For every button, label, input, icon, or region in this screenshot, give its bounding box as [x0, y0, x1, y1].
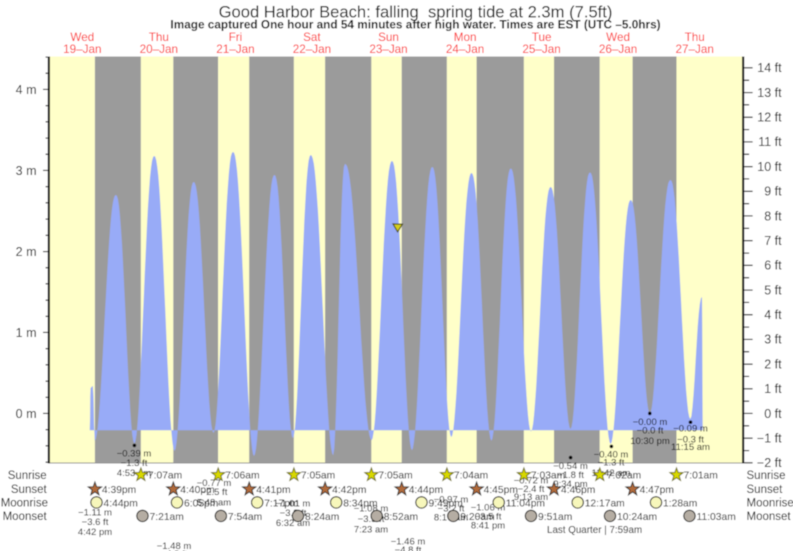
svg-text:27–Jan: 27–Jan	[676, 43, 714, 56]
svg-text:24–Jan: 24–Jan	[446, 43, 484, 56]
svg-text:12:17am: 12:17am	[585, 498, 625, 509]
svg-text:Moonrise: Moonrise	[747, 497, 793, 509]
svg-text:Moonrise: Moonrise	[1, 497, 48, 509]
svg-text:6 ft: 6 ft	[764, 259, 782, 273]
svg-text:4:39pm: 4:39pm	[102, 485, 136, 496]
svg-text:1 ft: 1 ft	[764, 382, 782, 396]
svg-text:7:02am: 7:02am	[607, 471, 641, 482]
svg-text:8:52am: 8:52am	[384, 512, 418, 523]
svg-text:7:06am: 7:06am	[225, 471, 259, 482]
svg-text:4:40pm: 4:40pm	[180, 485, 214, 496]
svg-text:25–Jan: 25–Jan	[522, 43, 560, 56]
svg-text:1:28am: 1:28am	[663, 498, 697, 509]
svg-text:9:51am: 9:51am	[538, 512, 572, 523]
svg-text:7:07am: 7:07am	[148, 471, 182, 482]
svg-text:14 ft: 14 ft	[757, 61, 782, 75]
svg-text:Sunset: Sunset	[11, 484, 48, 496]
svg-text:4:45pm: 4:45pm	[484, 485, 518, 496]
svg-text:7:01am: 7:01am	[684, 471, 718, 482]
svg-text:Sun: Sun	[378, 31, 399, 44]
svg-text:Moonset: Moonset	[3, 511, 48, 523]
svg-text:10:24am: 10:24am	[617, 512, 657, 523]
svg-text:8:24am: 8:24am	[305, 512, 339, 523]
svg-text:10:30 pm: 10:30 pm	[630, 436, 670, 447]
svg-text:7 ft: 7 ft	[764, 234, 782, 248]
svg-text:Mon: Mon	[454, 31, 477, 44]
svg-text:19–Jan: 19–Jan	[63, 43, 101, 56]
svg-text:21–Jan: 21–Jan	[216, 43, 254, 56]
svg-text:Sunset: Sunset	[747, 484, 784, 496]
svg-text:6:05pm: 6:05pm	[184, 498, 218, 509]
svg-text:Sunrise: Sunrise	[8, 470, 47, 482]
svg-text:20–Jan: 20–Jan	[140, 43, 178, 56]
svg-text:4 m: 4 m	[16, 83, 37, 97]
svg-text:Last Quarter | 7:59am: Last Quarter | 7:59am	[547, 525, 642, 536]
svg-text:Thu: Thu	[685, 31, 705, 44]
svg-text:3 m: 3 m	[16, 164, 37, 178]
svg-text:0 ft: 0 ft	[764, 407, 782, 421]
svg-text:9:20am: 9:20am	[460, 512, 494, 523]
svg-text:8:34pm: 8:34pm	[343, 498, 377, 509]
svg-text:9:49pm: 9:49pm	[429, 498, 463, 509]
svg-text:8 ft: 8 ft	[764, 209, 782, 223]
svg-text:−0.09 m: −0.09 m	[673, 424, 708, 435]
svg-text:−0.0 ft: −0.0 ft	[637, 425, 664, 436]
svg-text:11:15 am: 11:15 am	[671, 442, 710, 453]
svg-text:11:03am: 11:03am	[697, 512, 736, 523]
svg-text:4:42pm: 4:42pm	[332, 485, 366, 496]
svg-text:7:17pm: 7:17pm	[264, 498, 298, 509]
svg-text:1 m: 1 m	[16, 326, 37, 340]
svg-text:−2 ft: −2 ft	[757, 456, 782, 470]
svg-text:7:21am: 7:21am	[150, 512, 184, 523]
svg-text:12 ft: 12 ft	[757, 111, 782, 125]
svg-text:11 ft: 11 ft	[758, 135, 782, 149]
svg-text:23–Jan: 23–Jan	[369, 43, 407, 56]
svg-text:7:05am: 7:05am	[378, 471, 412, 482]
svg-text:4:44pm: 4:44pm	[409, 485, 443, 496]
svg-text:9 ft: 9 ft	[764, 185, 782, 199]
svg-text:26–Jan: 26–Jan	[599, 43, 637, 56]
svg-text:−4.8 ft: −4.8 ft	[395, 545, 422, 551]
svg-text:Image captured One hour and 54: Image captured One hour and 54 minutes a…	[170, 17, 660, 31]
svg-text:4:42 pm: 4:42 pm	[78, 527, 112, 538]
svg-text:2 ft: 2 ft	[764, 357, 782, 371]
svg-text:7:54am: 7:54am	[228, 512, 262, 523]
svg-text:7:23 am: 7:23 am	[354, 524, 388, 535]
svg-text:Thu: Thu	[149, 31, 169, 44]
svg-text:7:03am: 7:03am	[531, 471, 565, 482]
svg-text:Moonset: Moonset	[747, 511, 792, 523]
svg-text:22–Jan: 22–Jan	[293, 43, 331, 56]
svg-text:Fri: Fri	[229, 31, 243, 44]
svg-text:Wed: Wed	[606, 31, 630, 44]
svg-text:7:04am: 7:04am	[454, 471, 488, 482]
svg-text:10 ft: 10 ft	[757, 160, 782, 174]
svg-text:3 ft: 3 ft	[764, 333, 782, 347]
svg-text:Sat: Sat	[303, 31, 321, 44]
svg-text:11:04pm: 11:04pm	[506, 498, 545, 509]
svg-text:Tue: Tue	[532, 31, 552, 44]
svg-text:4:47pm: 4:47pm	[640, 485, 674, 496]
svg-text:4:46pm: 4:46pm	[561, 485, 595, 496]
svg-text:4:44pm: 4:44pm	[104, 498, 138, 509]
svg-text:−1 ft: −1 ft	[757, 432, 782, 446]
svg-text:4 ft: 4 ft	[764, 308, 782, 322]
svg-text:13 ft: 13 ft	[757, 86, 782, 100]
svg-text:Wed: Wed	[70, 31, 94, 44]
svg-text:4:41pm: 4:41pm	[256, 485, 290, 496]
svg-text:Sunrise: Sunrise	[747, 470, 786, 482]
svg-text:7:05am: 7:05am	[301, 471, 335, 482]
svg-text:0 m: 0 m	[16, 407, 37, 421]
svg-text:5 ft: 5 ft	[764, 283, 782, 297]
svg-text:2 m: 2 m	[16, 245, 37, 259]
